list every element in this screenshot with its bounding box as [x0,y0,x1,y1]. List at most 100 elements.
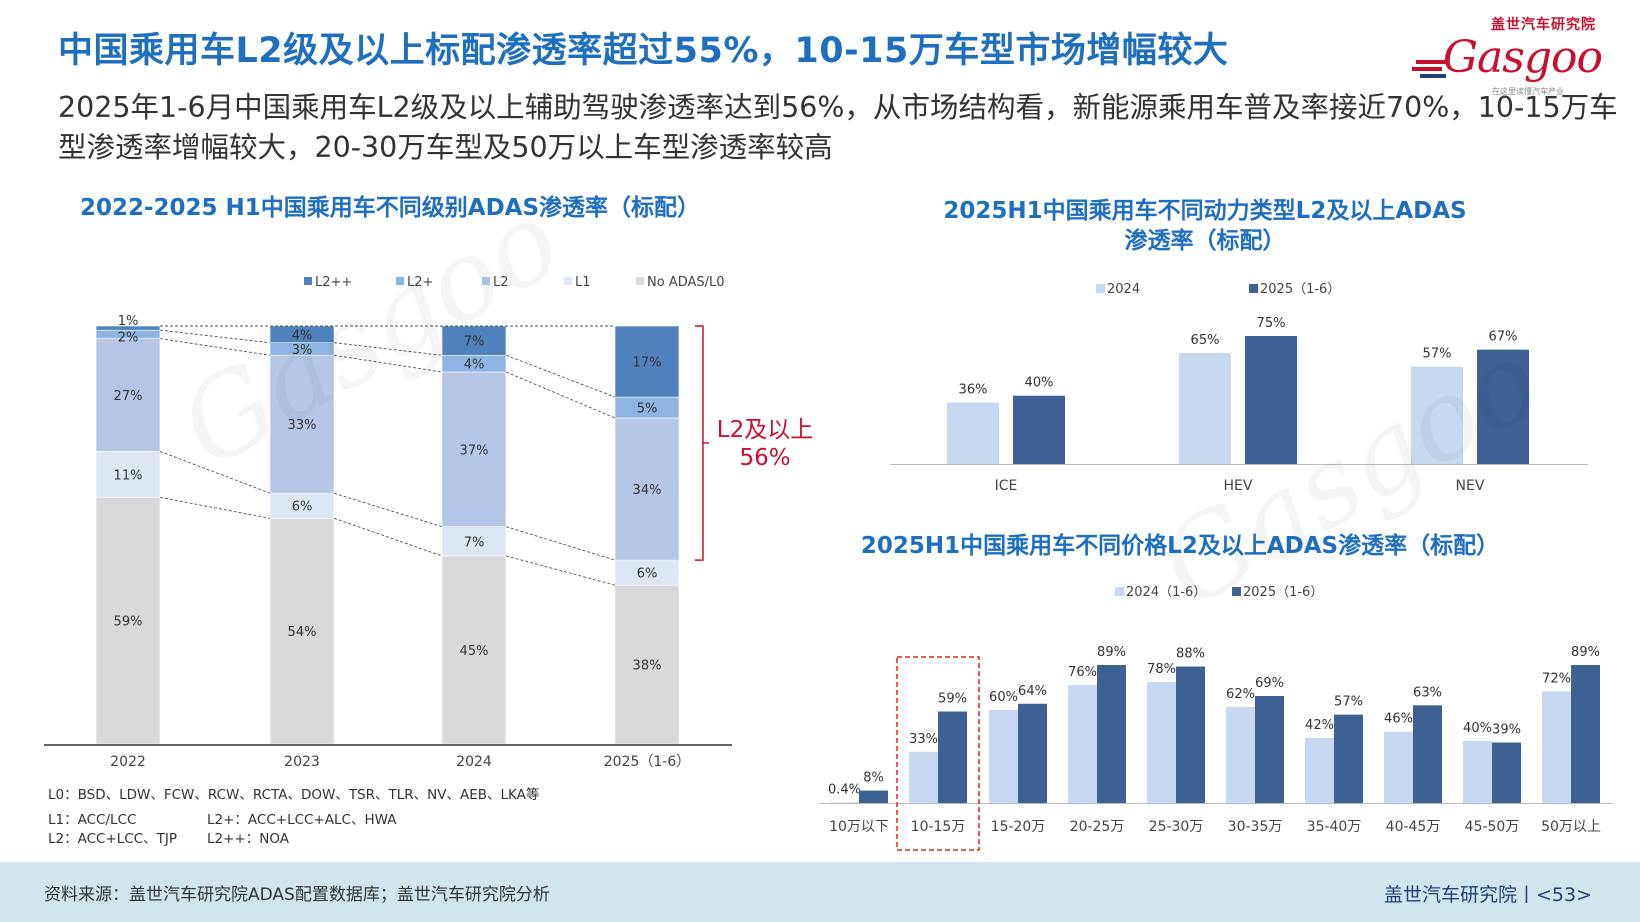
chart2-x-tick-label: NEV [1456,478,1485,494]
chart2-title-line1: 2025H1中国乘用车不同动力类型L2及以上ADAS [943,198,1467,224]
chart2-bar [947,402,999,464]
chart3-data-label: 40% [1463,721,1492,736]
chart3-bar [1305,737,1334,803]
legend-swatch-3 [564,277,572,285]
legend-label-3: L1 [575,275,591,290]
stacked-bar-segment [614,325,680,398]
chart3-data-label: 89% [1097,645,1126,660]
dashed-connector [505,526,616,561]
stacked-bar-segment [441,526,507,557]
legend-swatch-0 [304,277,312,285]
chart3-legend-swatch-1 [1232,587,1241,596]
legend-label-0: L2++ [315,275,352,290]
stacked-bar-segment [441,555,507,745]
stacked-bar-segment [269,517,335,745]
chart3-bar [1542,691,1571,803]
stacked-data-label: 7% [464,535,485,550]
dashed-connector [505,371,616,419]
legend-label-4: No ADAS/L0 [647,275,725,290]
chart3-data-label: 42% [1305,718,1334,733]
chart2-title: 2025H1中国乘用车不同动力类型L2及以上ADAS 渗透率（标配） [880,196,1530,256]
dashed-connector [333,342,443,356]
stacked-data-label: 45% [460,644,489,659]
chart3-data-label: 8% [863,771,884,786]
charts-canvas: L2++ L2+ L2 L1 No ADAS/L0 59% 11% 27% 2%1% 2022 54… [44,175,1612,851]
x-tick-label: 2024 [456,754,492,770]
chart3-data-label: 57% [1334,695,1363,710]
chart3-x-tick-label: 10万以下 [829,819,889,835]
chart3-data-label: 39% [1492,723,1521,738]
dashed-connector [333,354,443,373]
chart3-bar [1097,665,1126,803]
stacked-bar-segment [441,325,507,356]
chart2-legend-swatch-1 [1249,284,1258,293]
stacked-data-label: 4% [292,328,313,343]
chart3-bar [1068,685,1097,803]
l2-annotation: L2及以上 56% [700,416,830,472]
page-subtitle: 2025年1-6月中国乘用车L2级及以上辅助驾驶渗透率达到56%，从市场结构看，… [58,91,1618,164]
stacked-data-label: 34% [633,483,662,498]
chart3-data-label: 69% [1255,676,1284,691]
chart3-x-tick-label: 40-45万 [1386,819,1441,835]
chart2-data-label: 36% [959,383,988,398]
stacked-bar-segment [95,338,161,452]
chart2-data-label: 57% [1423,347,1452,362]
chart2-x-tick-label: HEV [1224,478,1253,494]
stacked-data-label: 11% [114,468,143,483]
chart3-bar [989,709,1018,803]
chart3-bar [830,802,859,803]
footer-source: 资料来源：盖世汽车研究院ADAS配置数据库；盖世汽车研究院分析 [44,885,550,905]
x-tick-label: 2022 [110,754,146,770]
logo-tagline: 在这里读懂汽车产业 [1492,87,1564,96]
chart3-bar [1413,705,1442,803]
chart3-bar [1176,666,1205,803]
chart3-bar [1463,740,1492,803]
dashed-connector [505,354,616,398]
note-l2plus: L2+：ACC+LCC+ALC、HWA [207,812,397,828]
chart3-data-label: 72% [1542,671,1571,686]
legend-label-1: L2+ [407,275,433,290]
l2-annotation-line2: 56% [739,445,791,471]
chart3-bar [1571,665,1600,803]
chart3-bar [1384,731,1413,803]
legend-swatch-4 [636,277,644,285]
stacked-data-label: 38% [633,659,662,674]
chart2-legend-label-0: 2024 [1107,282,1140,297]
dashed-connector [505,555,616,586]
chart3-data-label: 76% [1068,665,1097,680]
chart2-bar [1013,395,1065,464]
chart3-data-label: 78% [1147,662,1176,677]
legend-swatch-2 [482,277,490,285]
chart2-data-label: 40% [1025,376,1054,391]
chart3-bar [1492,742,1521,803]
stacked-data-label: 2% [118,330,139,345]
stacked-bar-segment [269,354,335,494]
chart1-title: 2022-2025 H1中国乘用车不同级别ADAS渗透率（标配） [79,195,701,221]
legend-swatch-1 [396,277,404,285]
chart3-data-label: 89% [1571,645,1600,660]
legend-label-2: L2 [493,275,509,290]
dashed-connector [333,517,443,557]
chart3-data-label: 62% [1226,687,1255,702]
chart3-legend-swatch-0 [1115,587,1124,596]
chart3-data-label: 59% [938,692,967,707]
chart3-bar [1255,696,1284,803]
chart3-bar [1334,714,1363,803]
watermark-0: Gasgoo [159,175,580,492]
stacked-data-label: 3% [292,343,313,358]
stacked-data-label: 17% [633,356,662,371]
highlight-box [896,656,980,851]
stacked-bar-segment [614,584,680,745]
chart3-title: 2025H1中国乘用车不同价格L2及以上ADAS渗透率（标配） [860,533,1500,559]
stacked-bar-segment [95,325,161,331]
footer-brand: 盖世汽车研究院丨<53> [1383,884,1592,906]
page-title: 中国乘用车L2级及以上标配渗透率超过55%，10-15万车型市场增幅较大 [58,31,1229,71]
logo-stripes-icon [1412,60,1446,78]
note-l2plusplus: L2++：NOA [207,831,289,847]
stacked-data-label: 54% [288,625,317,640]
chart3-data-label: 46% [1384,712,1413,727]
chart2-legend-swatch-0 [1096,284,1105,293]
chart3-bar [1226,706,1255,803]
stacked-data-label: 6% [637,567,658,582]
chart3-x-tick-label: 50万以上 [1541,819,1601,835]
